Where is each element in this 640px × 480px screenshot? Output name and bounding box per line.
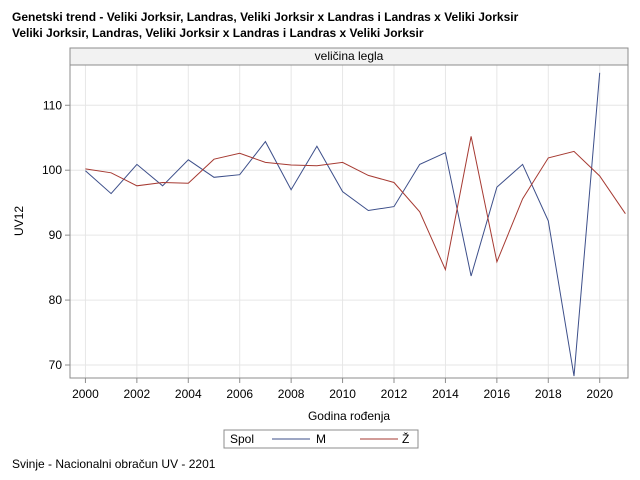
legend-title: Spol [230,432,254,446]
y-tick-label: 110 [43,98,62,112]
y-tick-label: 100 [42,163,62,177]
x-tick-label: 2018 [535,387,562,401]
legend-box [223,429,419,449]
x-tick-label: 2000 [72,387,99,401]
plot-frame [69,64,629,379]
x-tick-label: 2016 [484,387,511,401]
series-lines [85,72,626,377]
chart-subtitle: Veliki Jorksir, Landras, Veliki Jorksir … [12,26,424,40]
grid-lines [70,65,628,378]
x-tick-label: 2004 [175,387,202,401]
footnote: Svinje - Nacionalni obračun UV - 2201 [12,457,216,471]
legend-label-z: Ž [402,431,409,446]
y-tick-label: 70 [49,358,63,372]
x-tick-label: 2010 [329,387,356,401]
panel-label: veličina legla [315,49,384,63]
x-tick-label: 2006 [226,387,253,401]
x-tick-label: 2012 [381,387,408,401]
x-tick-label: 2014 [432,387,459,401]
x-tick-label: 2008 [278,387,305,401]
series-line-m [85,72,601,377]
series-line-z [85,136,626,272]
legend: Spol M Ž [223,429,419,449]
x-tick-label: 2002 [124,387,151,401]
chart-title: Genetski trend - Veliki Jorksir, Landras… [12,10,519,24]
y-tick-label: 90 [49,228,63,242]
legend-label-m: M [316,432,326,446]
x-axis-label: Godina rođenja [308,409,390,423]
y-tick-label: 80 [49,293,63,307]
axis-ticks: 2000 2002 2004 2006 2008 2010 2012 2014 2016 2018… [42,98,613,401]
y-axis-label: UV12 [12,206,26,236]
x-tick-label: 2020 [586,387,613,401]
